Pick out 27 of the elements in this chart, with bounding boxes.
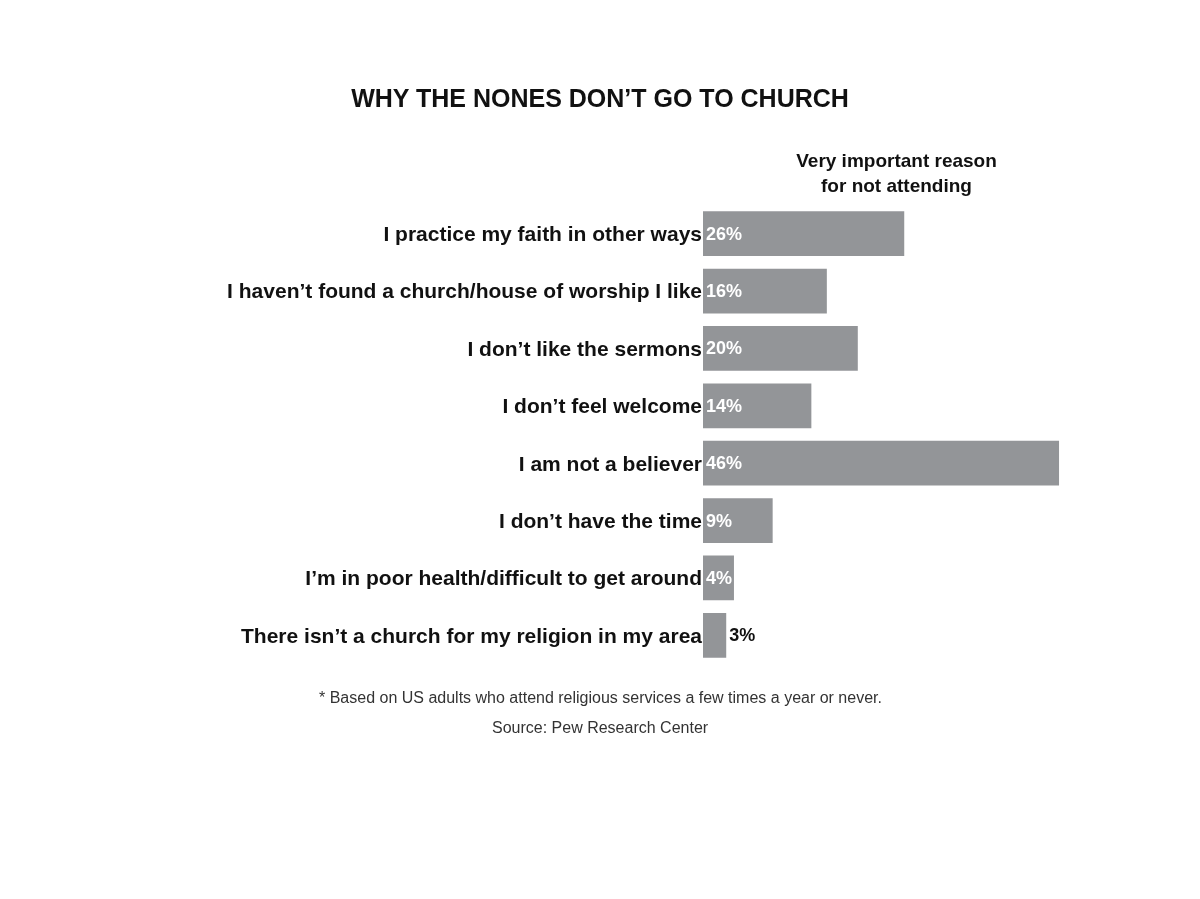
bar: [703, 326, 858, 371]
bar: [703, 612, 727, 658]
y-tick-label: I practice my faith in other ways: [383, 222, 702, 246]
data-label: 4%: [706, 567, 733, 588]
bar: [703, 498, 773, 543]
bar: [703, 383, 812, 429]
data-label: 46%: [706, 453, 743, 474]
bar: [703, 440, 1060, 486]
y-tick-label: I’m in poor health/difficult to get around: [305, 566, 702, 590]
chart-title: WHY THE NONES DON’T GO TO CHURCH: [351, 84, 849, 113]
data-label: 16%: [706, 281, 743, 302]
data-label: 9%: [706, 510, 733, 531]
y-tick-label: I don’t feel welcome: [502, 394, 702, 418]
data-label: 14%: [706, 395, 743, 416]
x-axis-title: Very important reason for not attending: [796, 150, 997, 196]
y-tick-label: I am not a believer: [518, 451, 702, 475]
source-note: Source: Pew Research Center: [492, 719, 709, 736]
y-tick-label: I don’t have the time: [498, 508, 702, 532]
y-tick-label: There isn’t a church for my religion in my area: [241, 623, 703, 647]
y-tick-label: I don’t like the sermons: [467, 336, 702, 360]
bar: [703, 211, 905, 257]
data-label: 3%: [729, 625, 756, 646]
y-tick-label: I haven’t found a church/house of worship I like: [227, 279, 702, 303]
data-label: 20%: [706, 338, 743, 359]
data-label: 26%: [706, 223, 743, 244]
bar: [703, 268, 827, 314]
text: * Based on US adults who attend religious services a few times a year or never.: [319, 689, 882, 706]
